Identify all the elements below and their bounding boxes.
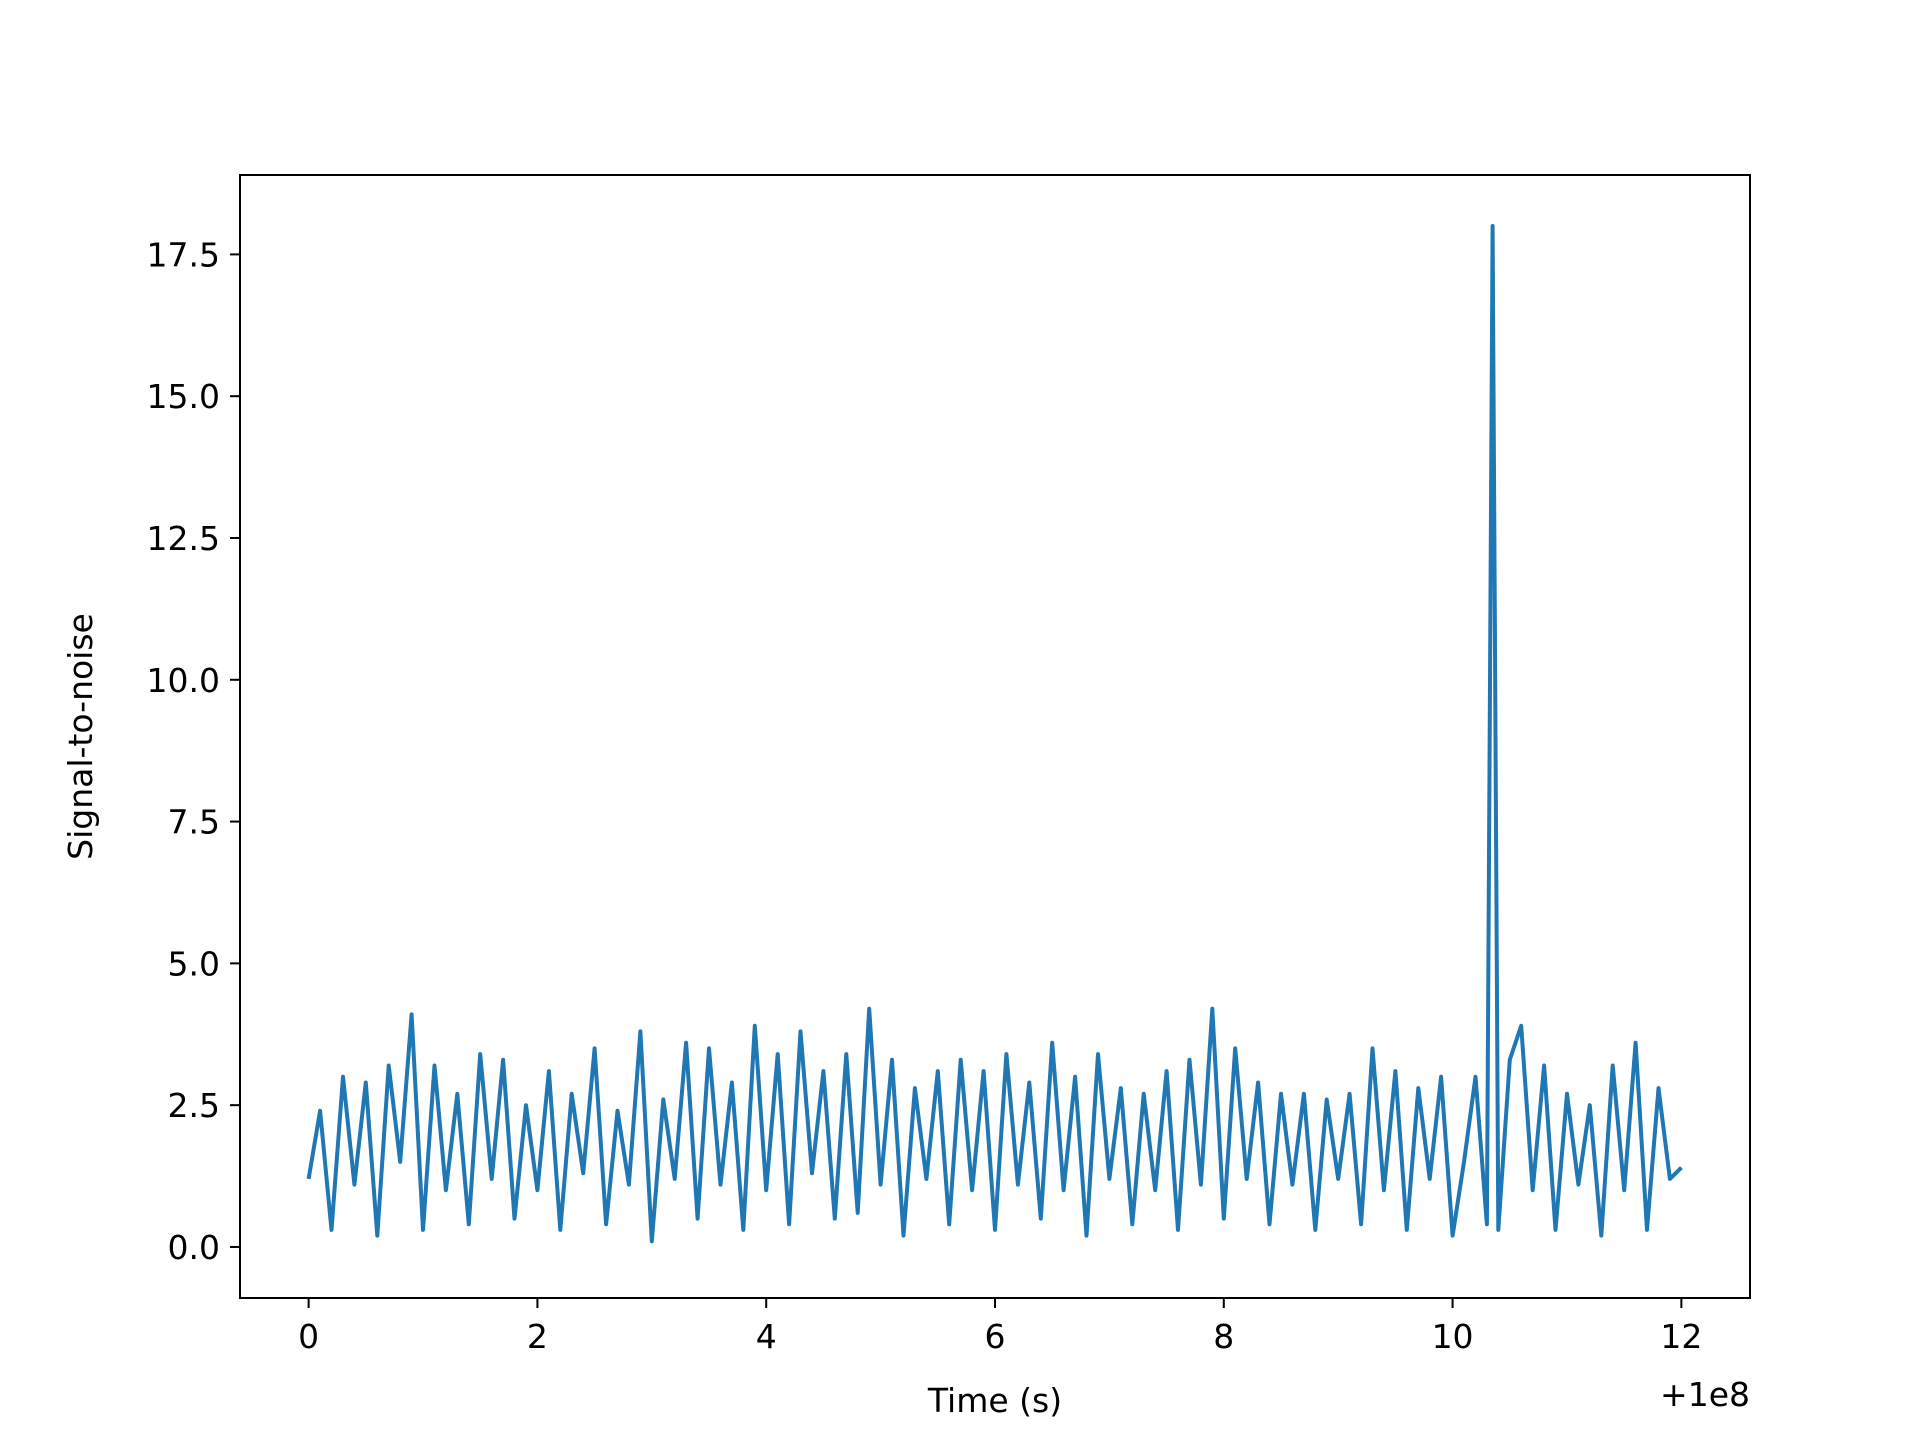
x-tick-label: 2 — [527, 1317, 548, 1356]
x-axis-ticks: 0 2 4 6 8 10 12 — [298, 1298, 1702, 1356]
y-tick-label: 15.0 — [147, 377, 220, 416]
y-tick-label: 7.5 — [168, 803, 220, 842]
x-tick-label: 8 — [1213, 1317, 1234, 1356]
x-tick-label: 12 — [1660, 1317, 1702, 1356]
x-tick-label: 4 — [756, 1317, 777, 1356]
x-tick-label: 0 — [298, 1317, 319, 1356]
x-tick-label: 6 — [985, 1317, 1006, 1356]
y-tick-label: 5.0 — [168, 944, 220, 983]
y-tick-label: 10.0 — [147, 661, 220, 700]
y-tick-label: 12.5 — [147, 519, 220, 558]
y-tick-label: 17.5 — [147, 235, 220, 274]
axes-frame — [239, 174, 1751, 1299]
y-axis-ticks: 0.0 2.5 5.0 7.5 10.0 12.5 15.0 17.5 — [147, 235, 240, 1267]
x-axis-offset-label: +1e8 — [1660, 1375, 1750, 1414]
plot-area — [306, 224, 1683, 1244]
y-tick-label: 2.5 — [168, 1086, 220, 1125]
x-tick-label: 10 — [1432, 1317, 1474, 1356]
y-axis-label: Signal-to-noise — [61, 613, 100, 860]
x-axis-label: Time (s) — [927, 1381, 1062, 1420]
y-tick-label: 0.0 — [168, 1228, 220, 1267]
series-line-0 — [306, 224, 1683, 1244]
